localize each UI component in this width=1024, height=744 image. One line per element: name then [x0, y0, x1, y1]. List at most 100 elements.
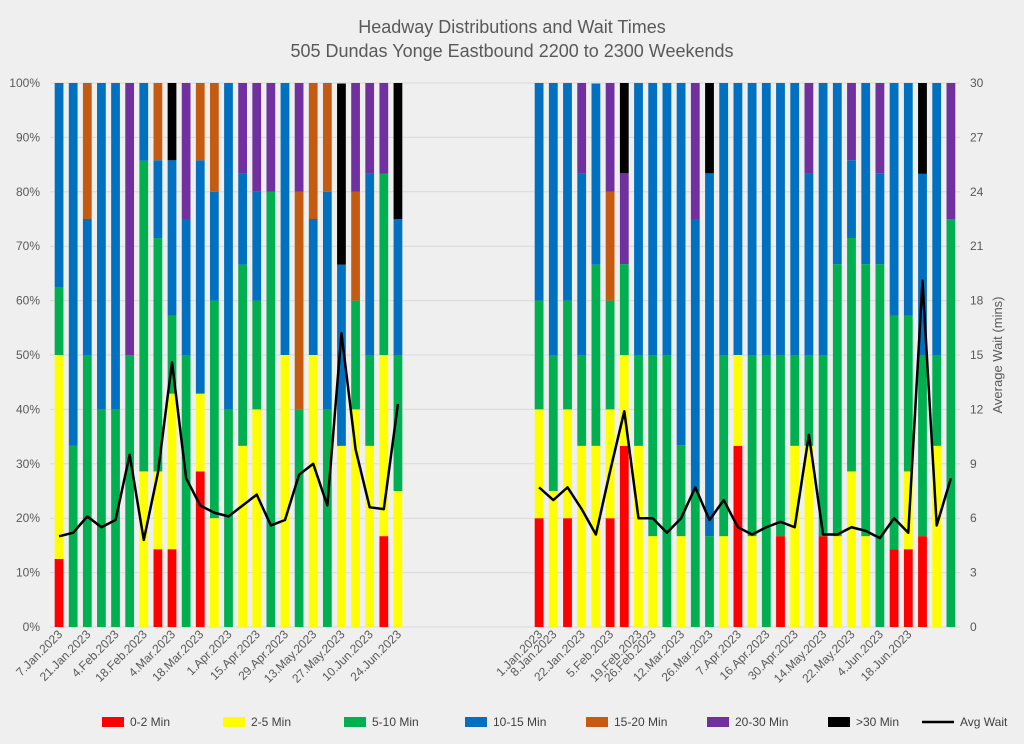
bar-segment [54, 559, 64, 627]
legend: 0-2 Min 2-5 Min 5-10 Min 10-15 Min 15-20 Min… [102, 715, 1008, 729]
chart-title: Headway Distributions and Wait Times [358, 17, 665, 37]
bar-segment [252, 191, 262, 301]
bar-segment [111, 83, 120, 410]
bar-segment [337, 264, 346, 446]
bar-segment [662, 83, 672, 355]
bar-segment [365, 355, 375, 446]
bar-segment [393, 219, 403, 355]
bar-segment [619, 83, 629, 174]
bar-segment [847, 83, 856, 161]
bar-segment [167, 549, 177, 627]
bar-segment [195, 160, 205, 394]
bar-segment [238, 445, 247, 627]
bar-segment [577, 445, 587, 627]
bar-segment [747, 536, 757, 627]
bar-segment [82, 83, 92, 219]
bar-segment [918, 173, 927, 355]
bar-segment [167, 393, 177, 550]
bar-segment [889, 315, 899, 550]
bar-segment [747, 83, 757, 355]
bar-segment [238, 264, 247, 446]
bar-segment [393, 83, 403, 219]
bar-segment [139, 160, 149, 472]
bar-segment [224, 83, 233, 410]
bar-segment [648, 355, 658, 537]
bar-segment [393, 491, 403, 627]
y-left-tick-label: 0% [23, 620, 41, 634]
bar-segment [379, 536, 389, 627]
bar-segment [548, 491, 558, 627]
bar-segment [676, 83, 686, 446]
bar-segment [280, 355, 290, 627]
bar-segment [82, 219, 92, 355]
bar-segment [224, 409, 233, 627]
bar-segment [619, 264, 629, 355]
bar-segment [577, 173, 587, 355]
bar-segment [776, 355, 785, 537]
y-left-tick-label: 100% [9, 76, 40, 90]
bar-segment [167, 160, 177, 316]
bar-segment [351, 83, 360, 192]
y-right-tick-label: 3 [970, 566, 977, 580]
bar-segment [705, 173, 714, 537]
bar-segment [365, 445, 375, 627]
avg-wait-line [538, 279, 953, 540]
bar-segment [379, 355, 389, 537]
bar-segment [534, 83, 544, 301]
bar-segment [761, 83, 771, 355]
bar-segment [946, 219, 956, 627]
bar-segment [322, 191, 332, 410]
bar-segment [690, 219, 700, 491]
bar-segment [379, 173, 389, 355]
bar-segment [577, 83, 587, 174]
y-left-tick-label: 30% [16, 457, 40, 471]
bar-segment [761, 355, 771, 627]
bar-segment [563, 83, 572, 301]
y-right-tick-label: 9 [970, 457, 977, 471]
bar-segment [719, 355, 729, 537]
bar-segment [125, 83, 135, 355]
y-left-tick-label: 10% [16, 566, 40, 580]
bar-segment [847, 471, 856, 627]
y-right-tick-label: 24 [970, 185, 984, 199]
y-left-tick-label: 80% [16, 185, 40, 199]
legend-swatch [707, 717, 729, 727]
bar-segment [181, 83, 191, 219]
bar-segment [676, 536, 686, 627]
bar-segment [167, 83, 177, 161]
legend-swatch [586, 717, 608, 727]
legend-swatch [828, 717, 850, 727]
legend-label: 20-30 Min [735, 715, 788, 729]
bar-segment [153, 238, 163, 472]
y-right-tick-label: 12 [970, 402, 984, 416]
bar-segment [153, 549, 163, 627]
bar-segment [918, 355, 927, 537]
bar-segment [605, 300, 615, 410]
bar-segment [634, 355, 643, 446]
legend-label: >30 Min [856, 715, 899, 729]
bar-segment [776, 536, 785, 627]
bar-segment [181, 355, 191, 627]
bar-segment [379, 83, 389, 174]
bar-segment [534, 518, 544, 627]
bar-segment [351, 191, 360, 301]
bar-segment [68, 445, 78, 627]
bar-segment [548, 355, 558, 491]
bar-segment [648, 536, 658, 627]
bar-segment [337, 445, 346, 627]
bar-segment [875, 264, 885, 627]
bar-segment [195, 393, 205, 472]
bar-segment [804, 83, 814, 174]
legend-swatch [344, 717, 366, 727]
bar-segment [591, 83, 601, 265]
bar-segment [832, 264, 842, 537]
bar-segment [238, 83, 247, 174]
bar-segment [946, 83, 956, 219]
y-right-tick-label: 18 [970, 294, 984, 308]
bar-segment [619, 445, 629, 627]
bar-segment [733, 445, 743, 627]
bar-segment [804, 355, 814, 446]
bar-segment [280, 83, 290, 355]
bar-segment [804, 173, 814, 355]
bar-segment [365, 173, 375, 355]
